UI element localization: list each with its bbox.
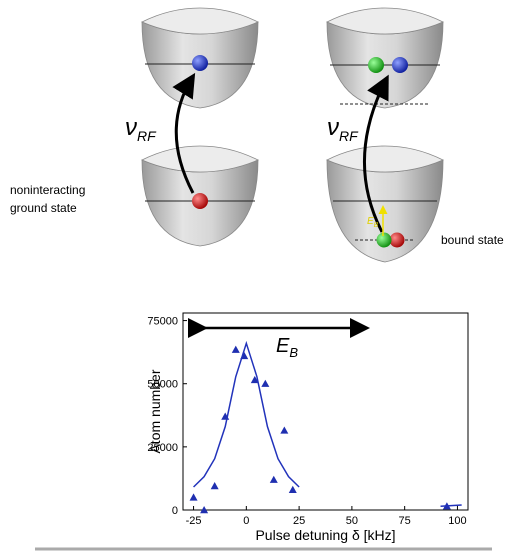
y-tick-label: 75000 xyxy=(147,316,178,328)
data-point xyxy=(261,380,269,387)
data-point xyxy=(270,476,278,483)
x-axis-label: Pulse detuning δ [kHz] xyxy=(255,527,395,543)
fit-line xyxy=(441,505,462,506)
data-point xyxy=(211,482,219,489)
y-tick-label: 0 xyxy=(172,505,178,517)
fit-line xyxy=(194,343,300,487)
annotation-symbol: E xyxy=(276,335,290,357)
plot-frame xyxy=(183,313,468,510)
rf-label: νRF xyxy=(125,114,157,144)
y-axis-label: Atom number xyxy=(147,369,163,453)
state-label: bound state xyxy=(441,233,504,247)
rf-symbol: ν xyxy=(327,114,339,141)
eb-subscript: B xyxy=(374,222,379,229)
x-tick-label: 75 xyxy=(399,515,411,527)
rf-label: νRF xyxy=(327,114,359,144)
bowls xyxy=(142,8,443,262)
x-tick-label: 100 xyxy=(448,515,466,527)
data-point xyxy=(289,486,297,493)
annotation: EB xyxy=(276,335,298,360)
state-label: noninteracting xyxy=(10,183,85,197)
rf-subscript: RF xyxy=(137,128,157,144)
rf-symbol: ν xyxy=(125,114,137,141)
data-point xyxy=(280,426,288,433)
data-point xyxy=(232,346,240,353)
x-tick-label: 50 xyxy=(346,515,358,527)
x-tick-label: -25 xyxy=(186,515,202,527)
rf-subscript: RF xyxy=(339,128,359,144)
state-label: ground state xyxy=(10,201,77,215)
annotation-subscript: B xyxy=(289,345,298,360)
data-point xyxy=(190,493,198,500)
x-tick-label: 0 xyxy=(243,515,249,527)
x-tick-label: 25 xyxy=(293,515,305,527)
figure: EB νRF νRF noninteracting ground state b… xyxy=(0,0,527,558)
